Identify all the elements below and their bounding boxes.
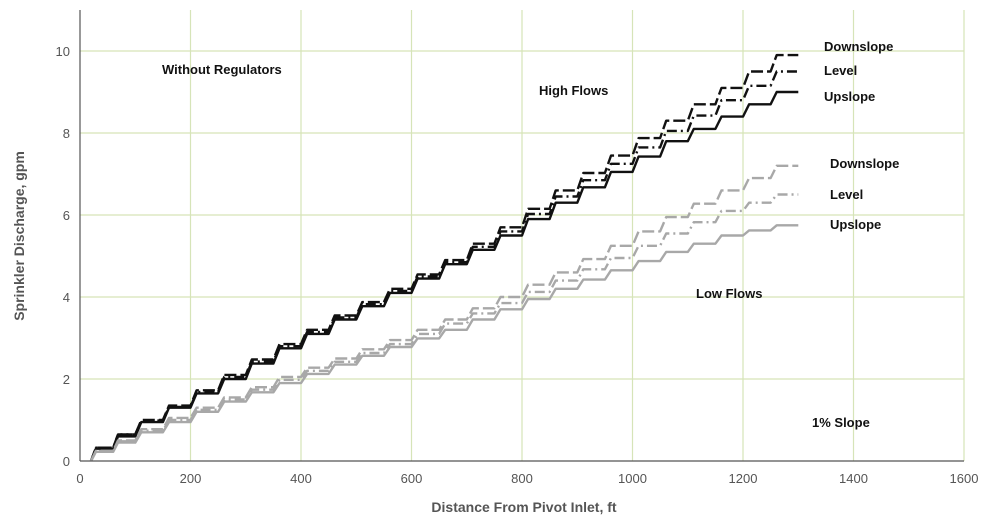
y-tick-label: 10 [56,44,70,59]
y-tick-label: 6 [63,208,70,223]
annotation-without-regulators: Without Regulators [162,62,282,77]
x-tick-label: 1200 [729,471,758,486]
x-tick-label: 800 [511,471,533,486]
series-lines [89,53,799,462]
series-line-high-flows-upslope [89,90,799,462]
series-line-low-flows-level [89,193,799,462]
tick-labels: 0 200 400 600 800 1000 1200 1400 1600 0 2 4 6 8 10 [56,44,979,486]
y-tick-label: 4 [63,290,70,305]
series-labels: Downslope Level Upslope Downslope Level … [824,39,899,232]
label-low-level: Level [830,187,863,202]
x-tick-label: 200 [180,471,202,486]
x-axis-label: Distance From Pivot Inlet, ft [431,499,616,515]
x-tick-label: 1600 [950,471,979,486]
x-tick-label: 1000 [618,471,647,486]
x-tick-label: 600 [401,471,423,486]
y-tick-label: 8 [63,126,70,141]
annotation-slope: 1% Slope [812,415,870,430]
label-low-downslope: Downslope [830,156,899,171]
annotation-high-flows: High Flows [539,83,608,98]
x-tick-label: 400 [290,471,312,486]
x-tick-label: 0 [76,471,83,486]
series-line-low-flows-downslope [89,164,799,462]
annotation-low-flows: Low Flows [696,286,762,301]
label-low-upslope: Upslope [830,217,881,232]
y-axis-label: Sprinkler Discharge, gpm [11,151,27,321]
label-high-level: Level [824,63,857,78]
y-tick-label: 2 [63,372,70,387]
axes [79,10,964,462]
label-high-downslope: Downslope [824,39,893,54]
x-tick-label: 1400 [839,471,868,486]
series-line-high-flows-downslope [89,53,799,462]
label-high-upslope: Upslope [824,89,875,104]
series-line-low-flows-upslope [89,224,799,462]
y-tick-label: 0 [63,454,70,469]
